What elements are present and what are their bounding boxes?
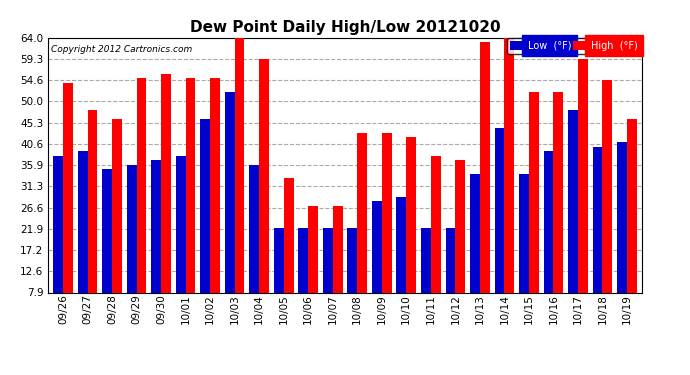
Bar (78, 151, 88, 292)
Bar (446, 228, 455, 292)
Bar (323, 228, 333, 292)
Bar (348, 228, 357, 292)
Bar (357, 133, 367, 292)
Bar (495, 128, 504, 292)
Bar (308, 206, 318, 292)
Bar (455, 160, 465, 292)
Bar (186, 78, 195, 292)
Bar (137, 78, 146, 292)
Bar (382, 133, 392, 292)
Text: Copyright 2012 Cartronics.com: Copyright 2012 Cartronics.com (51, 45, 193, 54)
Bar (112, 119, 122, 292)
Bar (578, 59, 588, 292)
Bar (225, 92, 235, 292)
Bar (210, 78, 220, 292)
Bar (593, 147, 602, 292)
Bar (504, 38, 514, 292)
Bar (627, 119, 637, 292)
Bar (259, 59, 269, 292)
Bar (431, 156, 441, 292)
Bar (249, 165, 259, 292)
Bar (176, 156, 186, 292)
Bar (529, 92, 539, 292)
Bar (151, 160, 161, 292)
Bar (553, 92, 563, 292)
Bar (235, 38, 244, 292)
Bar (200, 119, 210, 292)
Bar (127, 165, 137, 292)
Bar (519, 174, 529, 292)
Bar (480, 42, 490, 292)
Bar (161, 74, 171, 292)
Bar (372, 201, 382, 292)
Bar (397, 196, 406, 292)
Bar (284, 178, 293, 292)
Bar (421, 228, 431, 292)
Bar (544, 151, 553, 292)
Bar (470, 174, 480, 292)
Legend: Low  (°F), High  (°F): Low (°F), High (°F) (507, 38, 640, 54)
Bar (63, 83, 73, 292)
Bar (298, 228, 308, 292)
Bar (102, 170, 112, 292)
Bar (53, 156, 63, 292)
Bar (274, 228, 284, 292)
Bar (617, 142, 627, 292)
Bar (88, 110, 97, 292)
Bar (333, 206, 342, 292)
Bar (568, 110, 578, 292)
Bar (602, 80, 612, 292)
Bar (406, 138, 416, 292)
Title: Dew Point Daily High/Low 20121020: Dew Point Daily High/Low 20121020 (190, 20, 500, 35)
